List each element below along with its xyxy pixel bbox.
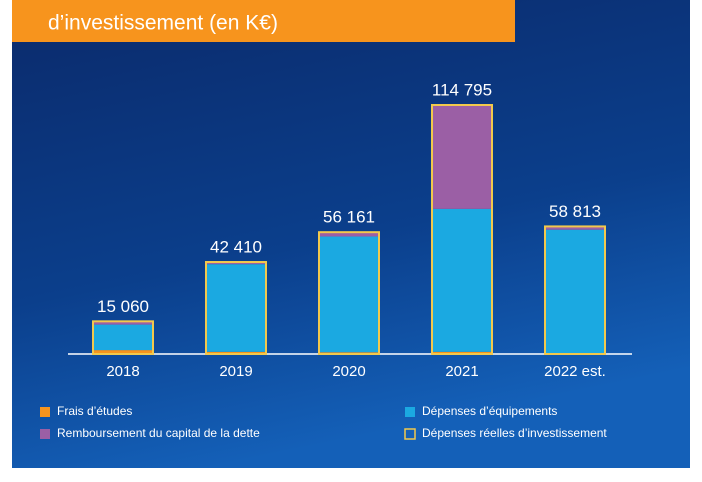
bar-segment	[206, 264, 266, 352]
bar-segment	[319, 232, 379, 237]
bar-segment	[319, 236, 379, 353]
chart-title: d’investissement (en K€)	[48, 12, 278, 35]
bar-segment	[93, 324, 153, 351]
x-tick-label: 2019	[219, 363, 252, 380]
legend-label: Dépenses réelles d’investissement	[422, 426, 607, 440]
legend-swatch	[40, 407, 50, 417]
value-label: 42 410	[210, 237, 262, 256]
total-outline	[431, 104, 493, 355]
bar-segment	[206, 262, 266, 265]
legend-label: Frais d’études	[57, 404, 132, 418]
bar-segment	[206, 351, 266, 354]
total-outline	[205, 261, 267, 356]
bar-segment	[432, 208, 492, 352]
bar-segment	[93, 350, 153, 354]
total-outline	[318, 231, 380, 355]
value-label: 56 161	[323, 208, 375, 227]
total-outline	[544, 225, 606, 355]
legend-swatch	[404, 428, 416, 440]
title-box	[12, 0, 515, 42]
total-outline	[92, 320, 154, 355]
x-tick-label: 2021	[445, 363, 478, 380]
bar-segment	[432, 105, 492, 209]
legend-label: Remboursement du capital de la dette	[57, 426, 260, 440]
legend-swatch	[40, 429, 50, 439]
x-tick-label: 2020	[332, 363, 365, 380]
legend-label: Dépenses d’équipements	[422, 404, 557, 418]
bar-segment	[432, 351, 492, 354]
x-tick-label: 2018	[106, 363, 139, 380]
x-tick-label: 2022 est.	[544, 363, 606, 380]
value-label: 15 060	[97, 297, 149, 316]
value-label: 114 795	[432, 80, 492, 99]
bar-segment	[545, 226, 605, 230]
bar-segment	[93, 321, 153, 325]
bar-segment	[545, 229, 605, 354]
value-label: 58 813	[549, 202, 601, 221]
legend-swatch	[405, 407, 415, 417]
